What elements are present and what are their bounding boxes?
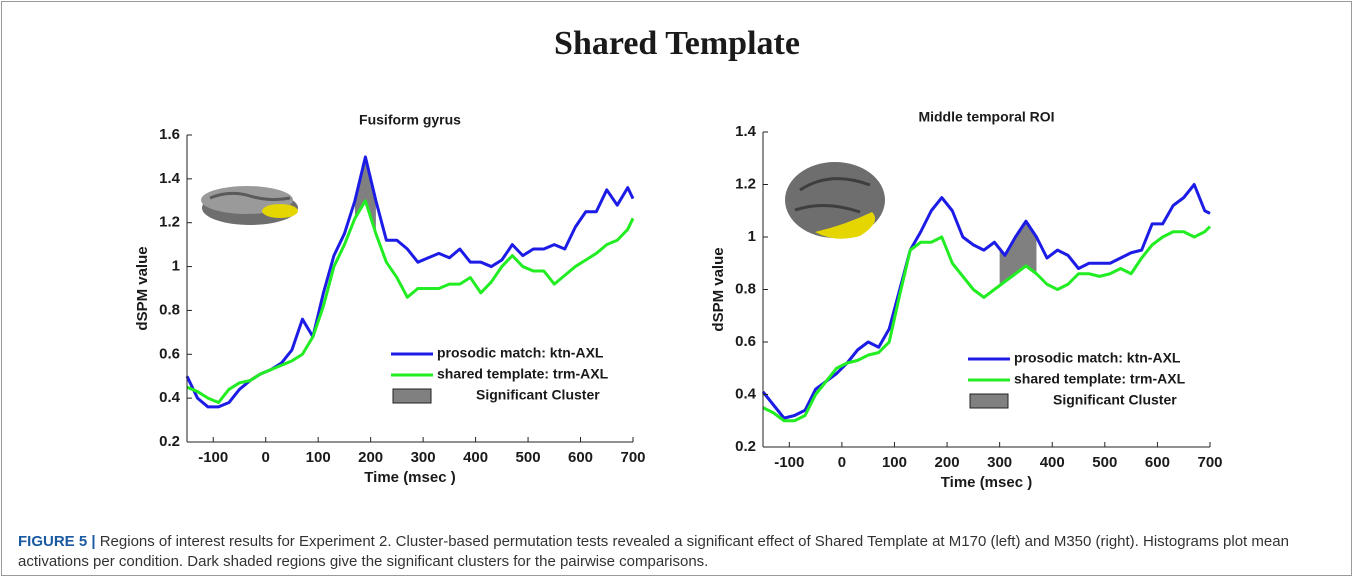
chart-title: Fusiform gyrus [359,112,461,128]
y-tick-label: 0.4 [735,385,757,402]
x-tick-label: -100 [774,454,804,471]
legend-label: prosodic match: ktn-AXL [1014,350,1181,366]
legend-label: shared template: trm-AXL [1014,371,1186,387]
x-tick-label: 600 [568,449,593,466]
y-axis-label: dSPM value [134,246,151,330]
y-tick-label: 1 [172,258,180,275]
x-tick-label: 100 [882,454,907,471]
x-tick-label: 300 [987,454,1012,471]
caption-label: FIGURE 5 | [18,533,96,550]
legend-label: shared template: trm-AXL [437,366,609,382]
x-tick-label: 500 [516,449,541,466]
brain-image-right [785,162,885,239]
x-tick-label: 500 [1092,454,1117,471]
chart-title: Middle temporal ROI [918,109,1054,125]
x-tick-label: 200 [358,449,383,466]
y-tick-label: 0.4 [159,389,181,406]
x-axis-label: Time (msec ) [941,474,1032,491]
x-tick-label: 400 [1040,454,1065,471]
x-tick-label: -100 [198,449,228,466]
legend-label: prosodic match: ktn-AXL [437,345,604,361]
x-tick-label: 0 [262,449,270,466]
x-tick-label: 700 [1197,454,1222,471]
legend-swatch [970,394,1008,408]
y-tick-label: 1.2 [159,214,180,231]
y-tick-label: 1.4 [159,170,181,187]
brain-image-left [201,186,298,225]
caption-text: Regions of interest results for Experime… [18,533,1289,570]
figure-title: Shared Template [554,25,800,62]
y-tick-label: 1.2 [735,175,756,192]
x-tick-label: 700 [620,449,645,466]
y-tick-label: 1 [748,228,756,245]
legend-label: Significant Cluster [1053,392,1177,408]
legend-label: Significant Cluster [476,387,600,403]
y-tick-label: 0.2 [735,438,756,455]
y-axis-label: dSPM value [710,247,727,331]
y-tick-label: 0.2 [159,433,180,450]
y-tick-label: 1.4 [735,123,757,140]
y-tick-label: 0.6 [735,333,756,350]
figure: Shared Template Fusiform gyrus Time (msec… [0,0,1355,530]
x-tick-label: 200 [935,454,960,471]
y-tick-label: 0.6 [159,345,180,362]
legend-swatch [393,389,431,403]
y-tick-label: 0.8 [735,280,756,297]
y-tick-label: 1.6 [159,126,180,143]
x-tick-label: 100 [306,449,331,466]
x-tick-label: 400 [463,449,488,466]
x-tick-label: 0 [838,454,846,471]
caption: FIGURE 5 | Regions of interest results f… [18,532,1328,572]
x-tick-label: 300 [411,449,436,466]
y-tick-label: 0.8 [159,301,180,318]
x-tick-label: 600 [1145,454,1170,471]
x-axis-label: Time (msec ) [364,469,455,486]
